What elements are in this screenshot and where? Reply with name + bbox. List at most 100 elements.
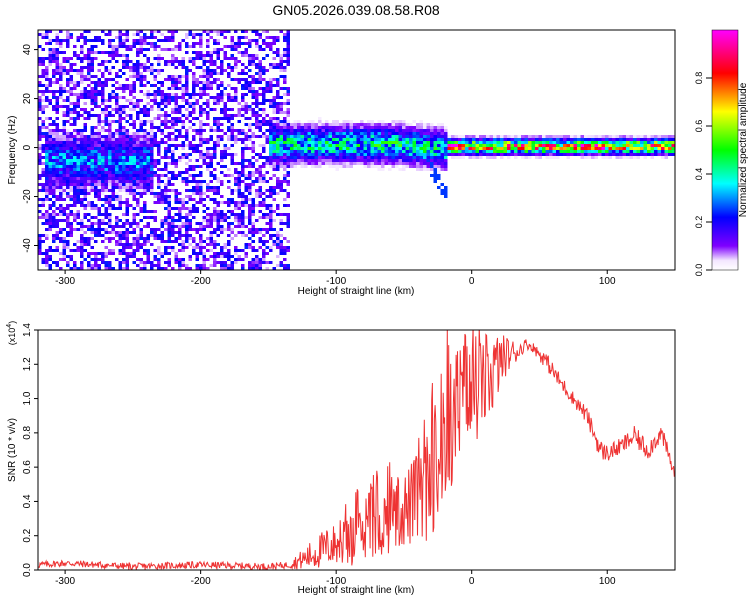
spectrogram-cell: [377, 123, 381, 126]
spectrogram-cell: [41, 183, 45, 186]
spectrogram-cell: [286, 36, 290, 39]
spectrogram-cell: [97, 159, 101, 162]
spectrogram-cell: [234, 93, 238, 96]
spectrogram-cell: [122, 222, 126, 225]
spectrogram-cell: [174, 117, 178, 120]
spectrogram-cell: [517, 153, 521, 156]
spectrogram-cell: [66, 171, 70, 174]
spectrogram-cell: [41, 162, 45, 165]
spectrogram-cell: [321, 129, 325, 132]
spectrogram-cell: [206, 162, 210, 165]
spectrogram-cell: [251, 174, 255, 177]
spectrogram-cell: [143, 114, 147, 117]
spectrogram-cell: [248, 63, 252, 66]
spectrogram-cell: [521, 138, 525, 141]
spectrogram-cell: [178, 267, 182, 270]
spectrogram-cell: [433, 156, 437, 159]
spectrogram-cell: [80, 69, 84, 72]
spectrogram-cell: [59, 105, 63, 108]
spectrogram-cell: [209, 255, 213, 258]
spectrogram-cell: [440, 183, 444, 186]
spectrogram-cell: [255, 204, 259, 207]
spectrogram-cell: [598, 144, 602, 147]
spectrogram-cell: [321, 132, 325, 135]
spectrogram-cell: [101, 204, 105, 207]
spectrogram-cell: [206, 189, 210, 192]
spectrogram-cell: [108, 162, 112, 165]
spectrogram-cell: [45, 177, 49, 180]
spectrogram-cell: [286, 150, 290, 153]
spectrogram-cell: [115, 165, 119, 168]
spectrogram-cell: [216, 51, 220, 54]
spectrogram-cell: [643, 156, 647, 159]
spectrogram-cell: [199, 243, 203, 246]
spectrogram-cell: [402, 168, 406, 171]
spectrogram-cell: [230, 99, 234, 102]
spectrogram-cell: [136, 132, 140, 135]
spectrogram-cell: [248, 198, 252, 201]
spectrogram-cell: [83, 159, 87, 162]
spectrogram-cell: [248, 54, 252, 57]
spectrogram-cell: [346, 132, 350, 135]
spectrogram-cell: [101, 174, 105, 177]
spectrogram-cell: [164, 123, 168, 126]
spectrogram-cell: [521, 141, 525, 144]
spectrogram-cell: [265, 171, 269, 174]
spectrogram-cell: [237, 42, 241, 45]
spectrogram-cell: [279, 96, 283, 99]
spectrogram-cell: [220, 90, 224, 93]
spectrogram-cell: [206, 156, 210, 159]
spectrogram-cell: [122, 153, 126, 156]
spectrogram-cell: [234, 30, 238, 33]
spectrogram-cell: [52, 186, 56, 189]
spectrogram-cell: [104, 171, 108, 174]
spectrogram-cell: [423, 144, 427, 147]
spectrogram-cell: [479, 144, 483, 147]
spectrogram-cell: [122, 84, 126, 87]
spectrogram-cell: [626, 141, 630, 144]
spectrogram-cell: [90, 126, 94, 129]
spectrogram-cell: [185, 234, 189, 237]
spectrogram-cell: [108, 93, 112, 96]
spectrogram-cell: [59, 78, 63, 81]
spectrogram-cell: [486, 153, 490, 156]
spectrogram-cell: [143, 237, 147, 240]
spectrogram-cell: [269, 165, 273, 168]
spectrogram-cell: [104, 69, 108, 72]
spectrogram-cell: [472, 141, 476, 144]
spectrogram-cell: [206, 45, 210, 48]
spectrogram-cell: [307, 126, 311, 129]
spectrogram-cell: [52, 192, 56, 195]
spectrogram-cell: [255, 261, 259, 264]
spectrogram-cell: [160, 93, 164, 96]
spectrogram-cell: [237, 120, 241, 123]
spectrogram-cell: [69, 81, 73, 84]
spectrogram-cell: [146, 108, 150, 111]
spectrogram-cell: [269, 117, 273, 120]
spectrogram-cell: [234, 207, 238, 210]
spectrogram-cell: [41, 150, 45, 153]
spectrogram-cell: [122, 42, 126, 45]
spectrogram-cell: [325, 153, 329, 156]
spectrogram-cell: [216, 213, 220, 216]
spectrogram-cell: [115, 132, 119, 135]
spectrogram-cell: [398, 156, 402, 159]
spectrogram-cell: [269, 177, 273, 180]
spectrogram-cell: [244, 123, 248, 126]
spectrogram-cell: [528, 153, 532, 156]
spectrogram-cell: [153, 96, 157, 99]
spectrogram-cell: [87, 66, 91, 69]
spectrogram-cell: [468, 147, 472, 150]
spectrogram-cell: [122, 201, 126, 204]
spectrogram-cell: [115, 219, 119, 222]
spectrogram-cell: [136, 186, 140, 189]
spectrogram-cell: [202, 93, 206, 96]
spectrogram-cell: [45, 249, 49, 252]
spectrogram-cell: [108, 129, 112, 132]
spectrogram-cell: [69, 33, 73, 36]
spectrogram-cell: [244, 66, 248, 69]
spectrogram-cell: [76, 159, 80, 162]
spectrogram-cell: [104, 129, 108, 132]
spectrogram-cell: [367, 123, 371, 126]
spectrogram-cell: [146, 165, 150, 168]
